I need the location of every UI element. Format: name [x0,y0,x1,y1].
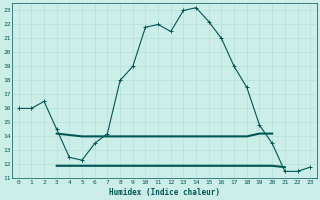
X-axis label: Humidex (Indice chaleur): Humidex (Indice chaleur) [109,188,220,197]
